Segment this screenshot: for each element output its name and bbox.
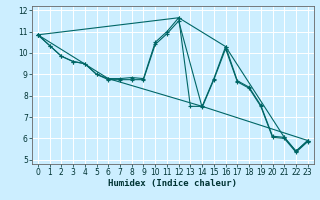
X-axis label: Humidex (Indice chaleur): Humidex (Indice chaleur) [108, 179, 237, 188]
